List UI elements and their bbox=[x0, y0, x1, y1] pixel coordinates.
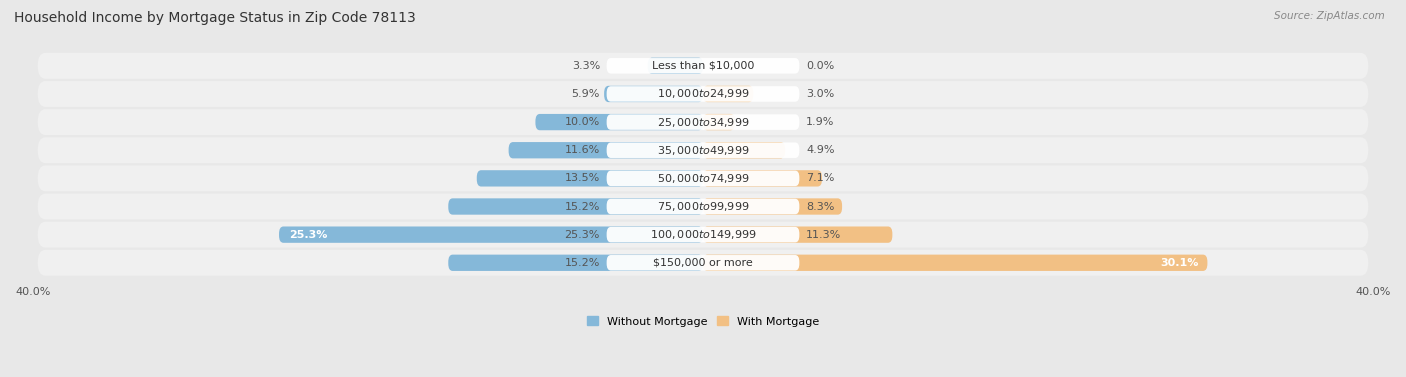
FancyBboxPatch shape bbox=[536, 114, 703, 130]
FancyBboxPatch shape bbox=[606, 58, 800, 74]
Text: 0.0%: 0.0% bbox=[806, 61, 834, 71]
FancyBboxPatch shape bbox=[38, 137, 1368, 163]
Text: $10,000 to $24,999: $10,000 to $24,999 bbox=[657, 87, 749, 100]
FancyBboxPatch shape bbox=[278, 227, 703, 243]
Text: 13.5%: 13.5% bbox=[565, 173, 600, 183]
FancyBboxPatch shape bbox=[38, 250, 1368, 276]
FancyBboxPatch shape bbox=[38, 81, 1368, 107]
Text: $75,000 to $99,999: $75,000 to $99,999 bbox=[657, 200, 749, 213]
Text: 4.9%: 4.9% bbox=[806, 145, 835, 155]
Text: 5.9%: 5.9% bbox=[572, 89, 600, 99]
FancyBboxPatch shape bbox=[606, 227, 800, 242]
FancyBboxPatch shape bbox=[38, 222, 1368, 248]
Text: $100,000 to $149,999: $100,000 to $149,999 bbox=[650, 228, 756, 241]
FancyBboxPatch shape bbox=[606, 86, 800, 102]
Text: $25,000 to $34,999: $25,000 to $34,999 bbox=[657, 116, 749, 129]
FancyBboxPatch shape bbox=[38, 109, 1368, 135]
Text: 25.3%: 25.3% bbox=[565, 230, 600, 240]
Text: 1.9%: 1.9% bbox=[806, 117, 834, 127]
FancyBboxPatch shape bbox=[703, 227, 893, 243]
FancyBboxPatch shape bbox=[606, 114, 800, 130]
FancyBboxPatch shape bbox=[703, 114, 735, 130]
FancyBboxPatch shape bbox=[509, 142, 703, 158]
Text: $50,000 to $74,999: $50,000 to $74,999 bbox=[657, 172, 749, 185]
Text: 25.3%: 25.3% bbox=[290, 230, 328, 240]
Text: 8.3%: 8.3% bbox=[806, 201, 834, 211]
Text: $35,000 to $49,999: $35,000 to $49,999 bbox=[657, 144, 749, 157]
Text: 3.3%: 3.3% bbox=[572, 61, 600, 71]
Text: 15.2%: 15.2% bbox=[565, 258, 600, 268]
Text: 10.0%: 10.0% bbox=[565, 117, 600, 127]
FancyBboxPatch shape bbox=[606, 143, 800, 158]
FancyBboxPatch shape bbox=[38, 166, 1368, 191]
FancyBboxPatch shape bbox=[606, 255, 800, 271]
FancyBboxPatch shape bbox=[703, 86, 754, 102]
Text: 30.1%: 30.1% bbox=[1161, 258, 1199, 268]
FancyBboxPatch shape bbox=[606, 171, 800, 186]
Text: $150,000 or more: $150,000 or more bbox=[654, 258, 752, 268]
FancyBboxPatch shape bbox=[449, 198, 703, 215]
Text: Less than $10,000: Less than $10,000 bbox=[652, 61, 754, 71]
FancyBboxPatch shape bbox=[606, 199, 800, 214]
FancyBboxPatch shape bbox=[703, 254, 1208, 271]
Text: 3.0%: 3.0% bbox=[806, 89, 834, 99]
Text: 11.3%: 11.3% bbox=[806, 230, 841, 240]
FancyBboxPatch shape bbox=[38, 193, 1368, 219]
Text: 15.2%: 15.2% bbox=[565, 201, 600, 211]
Legend: Without Mortgage, With Mortgage: Without Mortgage, With Mortgage bbox=[588, 316, 818, 326]
Text: Source: ZipAtlas.com: Source: ZipAtlas.com bbox=[1274, 11, 1385, 21]
FancyBboxPatch shape bbox=[449, 254, 703, 271]
FancyBboxPatch shape bbox=[703, 142, 785, 158]
FancyBboxPatch shape bbox=[605, 86, 703, 102]
Text: 7.1%: 7.1% bbox=[806, 173, 834, 183]
FancyBboxPatch shape bbox=[703, 198, 842, 215]
Text: 11.6%: 11.6% bbox=[565, 145, 600, 155]
FancyBboxPatch shape bbox=[703, 170, 823, 187]
FancyBboxPatch shape bbox=[477, 170, 703, 187]
FancyBboxPatch shape bbox=[38, 53, 1368, 79]
FancyBboxPatch shape bbox=[648, 58, 703, 74]
Text: Household Income by Mortgage Status in Zip Code 78113: Household Income by Mortgage Status in Z… bbox=[14, 11, 416, 25]
